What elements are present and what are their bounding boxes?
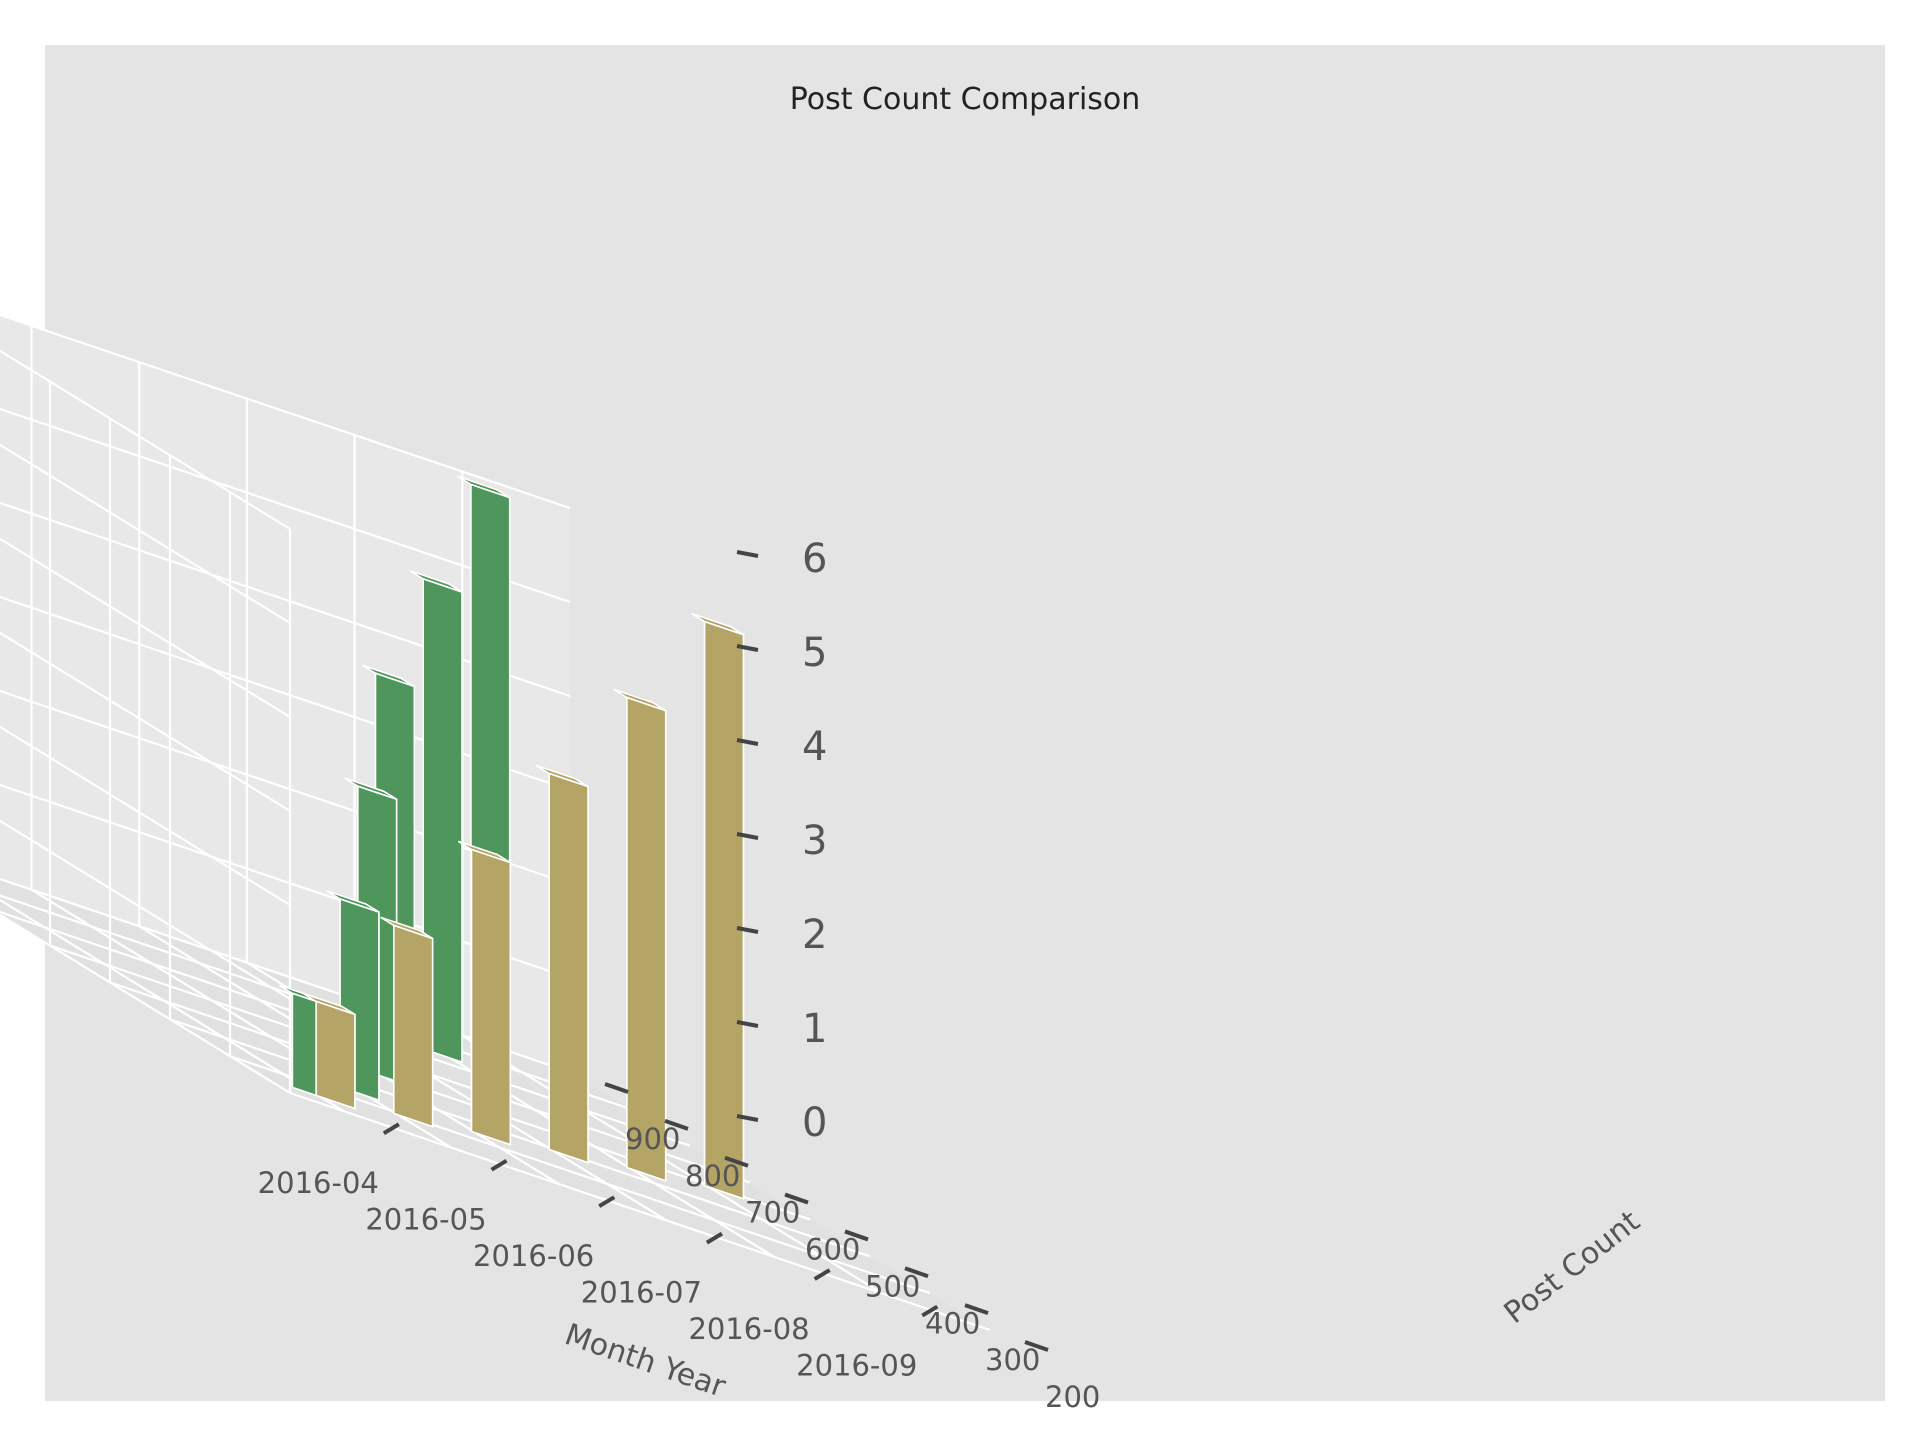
x-tick-label: 2016-05 — [365, 1203, 486, 1237]
z-tick-mark — [736, 644, 759, 652]
y-tick-mark — [964, 1303, 989, 1316]
floor-grid-line — [109, 981, 811, 1221]
z-tick-label: 5 — [802, 630, 827, 676]
z-tick-label: 6 — [802, 536, 827, 582]
x-tick-mark — [921, 1304, 939, 1318]
y-tick-label: 800 — [685, 1159, 740, 1193]
z-tick-mark — [736, 550, 759, 558]
z-tick-label: 1 — [802, 1006, 827, 1052]
bar-front — [470, 848, 512, 1146]
y-tick-label: 500 — [865, 1269, 920, 1303]
z-tick-mark — [736, 1114, 759, 1122]
left-pane-grid-line — [0, 537, 291, 718]
x-tick-mark — [705, 1231, 723, 1245]
x-tick-mark — [813, 1268, 831, 1281]
y-tick-label: 400 — [925, 1306, 980, 1340]
z-tick-mark — [736, 926, 759, 934]
y-tick-label: 900 — [625, 1122, 680, 1156]
x-tick-label: 2016-07 — [581, 1276, 702, 1310]
left-pane-grid-line — [0, 725, 291, 906]
z-tick-mark — [736, 738, 759, 746]
bar-front — [703, 620, 745, 1200]
y-tick-mark — [1024, 1340, 1049, 1352]
floor-grid-line — [169, 1018, 871, 1258]
x-tick-label: 2016-06 — [473, 1239, 594, 1273]
left-pane-grid-line — [0, 349, 291, 530]
chart-title: Post Count Comparison — [790, 82, 1141, 117]
x-tick-label: 2016-08 — [688, 1312, 809, 1346]
z-tick-mark — [736, 832, 759, 840]
bar — [613, 688, 667, 1183]
left-pane-grid-line — [0, 819, 291, 1000]
z-tick-label: 4 — [802, 724, 827, 770]
bar — [380, 916, 434, 1129]
bar — [690, 612, 745, 1201]
floor-grid-line — [30, 888, 453, 1149]
y-tick-label: 700 — [745, 1196, 800, 1230]
left-pane-grid-line — [0, 913, 291, 1094]
floor-grid-line — [0, 898, 345, 1113]
bar — [302, 992, 356, 1110]
x-tick-mark — [490, 1158, 508, 1172]
back-pane-grid-line — [0, 313, 571, 510]
axis-ticks: 2016-042016-052016-062016-072016-082016-… — [258, 536, 1101, 1414]
bar — [457, 840, 512, 1147]
bar-front — [626, 696, 667, 1182]
z-tick-label: 3 — [802, 818, 827, 864]
floor-grid-line — [0, 894, 631, 1110]
y-tick-label: 200 — [1045, 1380, 1100, 1414]
z-tick-mark — [736, 1020, 759, 1028]
grid-lines — [0, 313, 991, 1332]
left-pane-grid-line — [0, 631, 291, 812]
back-pane-grid-line — [0, 407, 571, 604]
bar-front — [548, 772, 589, 1164]
x-tick-label: 2016-09 — [796, 1349, 917, 1383]
bars-group — [278, 475, 745, 1201]
x-tick-mark — [598, 1195, 616, 1208]
y-tick-label: 300 — [985, 1343, 1040, 1377]
bar — [535, 764, 589, 1165]
y-tick-mark — [904, 1266, 929, 1279]
y-tick-mark — [724, 1155, 749, 1168]
floor-grid-line — [289, 1091, 991, 1332]
x-tick-mark — [382, 1122, 400, 1135]
y-tick-mark — [664, 1118, 689, 1131]
left-pane-grid-line — [0, 443, 291, 624]
bar-front — [315, 1000, 356, 1110]
z-tick-label: 2 — [802, 912, 827, 958]
y-tick-mark — [784, 1192, 809, 1205]
y-tick-mark — [604, 1082, 629, 1094]
y-tick-label: 600 — [805, 1233, 860, 1267]
y-tick-mark — [844, 1229, 869, 1242]
bar-front — [392, 924, 434, 1128]
floor-grid-line — [461, 1034, 883, 1295]
x-tick-label: 2016-04 — [258, 1166, 379, 1200]
bar — [326, 890, 380, 1102]
z-tick-label: 0 — [802, 1100, 827, 1146]
